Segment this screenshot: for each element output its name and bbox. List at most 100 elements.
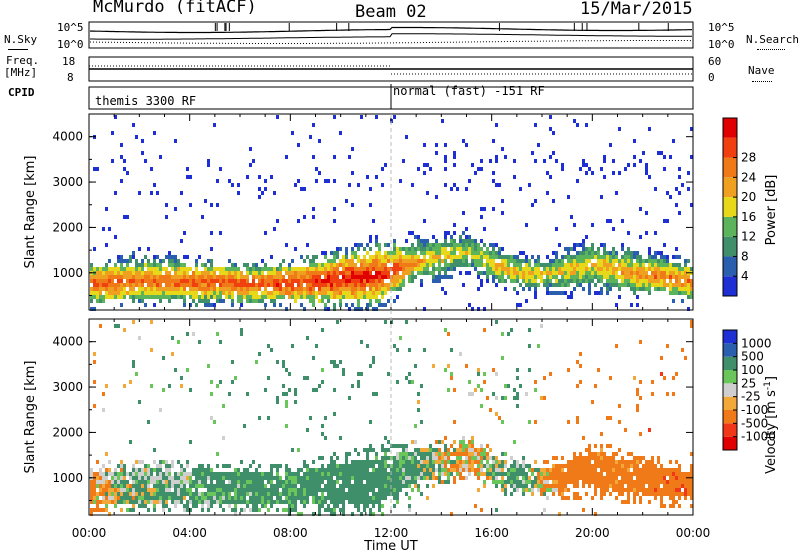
power-cell [426, 239, 429, 243]
colorbar-tick-label: -100 [741, 403, 768, 417]
velocity-cell [393, 488, 396, 492]
velocity-cell [171, 460, 174, 464]
power-cell [252, 279, 255, 283]
power-cell [216, 291, 219, 295]
velocity-cell [447, 472, 450, 476]
power-cell [624, 271, 627, 275]
velocity-cell [240, 332, 243, 336]
velocity-cell [333, 468, 336, 472]
power-cell [402, 279, 405, 283]
velocity-cell [414, 424, 417, 428]
velocity-cell [93, 508, 96, 512]
velocity-cell [498, 468, 501, 472]
velocity-cell [579, 476, 582, 480]
power-cell [120, 283, 123, 287]
power-cell [489, 251, 492, 255]
velocity-cell [270, 484, 273, 488]
velocity-cell [276, 400, 279, 404]
power-cell [546, 171, 549, 175]
power-cell [378, 275, 381, 279]
power-cell [567, 255, 570, 259]
velocity-cell [372, 484, 375, 488]
power-cell [456, 243, 459, 247]
velocity-cell [396, 456, 399, 460]
velocity-cell [303, 476, 306, 480]
power-cell [195, 295, 198, 299]
power-cell [396, 295, 399, 299]
velocity-cell [180, 468, 183, 472]
power-cell [384, 255, 387, 259]
power-cell [495, 263, 498, 267]
power-cell [303, 215, 306, 219]
velocity-cell [219, 484, 222, 488]
power-cell [210, 295, 213, 299]
velocity-cell [288, 508, 291, 512]
velocity-cell [162, 488, 165, 492]
velocity-cell [252, 496, 255, 500]
power-cell [660, 283, 663, 287]
power-cell [594, 291, 597, 295]
power-cell [615, 279, 618, 283]
velocity-cell [273, 464, 276, 468]
velocity-cell [177, 460, 180, 464]
power-cell [240, 283, 243, 287]
velocity-cell [135, 468, 138, 472]
power-cell [612, 247, 615, 251]
power-cell [363, 255, 366, 259]
power-cell [141, 263, 144, 267]
power-cell [117, 291, 120, 295]
power-cell [192, 271, 195, 275]
velocity-cell [576, 416, 579, 420]
power-cell [639, 207, 642, 211]
velocity-cell [684, 356, 687, 360]
power-cell [621, 263, 624, 267]
velocity-cell [102, 392, 105, 396]
colorbar-segment [723, 177, 737, 198]
colorbar-segment [723, 436, 737, 450]
velocity-cell [138, 484, 141, 488]
power-cell [447, 255, 450, 259]
velocity-cell [477, 468, 480, 472]
velocity-cell [141, 480, 144, 484]
power-cell [144, 271, 147, 275]
power-cell [363, 263, 366, 267]
power-cell [114, 267, 117, 271]
power-cell [540, 275, 543, 279]
velocity-cell [624, 480, 627, 484]
velocity-cell [339, 436, 342, 440]
velocity-cell [426, 460, 429, 464]
power-cell [342, 275, 345, 279]
power-cell [204, 287, 207, 291]
velocity-cell [138, 460, 141, 464]
power-cell [660, 255, 663, 259]
power-cell [393, 247, 396, 251]
power-cell [393, 279, 396, 283]
velocity-cell [387, 492, 390, 496]
velocity-cell [336, 496, 339, 500]
power-cell [135, 295, 138, 299]
velocity-cell [378, 484, 381, 488]
velocity-cell [669, 496, 672, 500]
power-cell [681, 283, 684, 287]
velocity-cell [681, 492, 684, 496]
power-cell [558, 271, 561, 275]
velocity-cell [156, 484, 159, 488]
velocity-cell [234, 504, 237, 508]
velocity-cell [525, 472, 528, 476]
velocity-cell [504, 384, 507, 388]
power-cell [519, 303, 522, 307]
velocity-cell [546, 468, 549, 472]
velocity-cell [333, 500, 336, 504]
velocity-cell [606, 480, 609, 484]
power-cell [393, 287, 396, 291]
velocity-cell [213, 484, 216, 488]
power-cell [492, 263, 495, 267]
velocity-cell [432, 456, 435, 460]
power-cell [162, 259, 165, 263]
velocity-cell [219, 380, 222, 384]
power-cell [327, 267, 330, 271]
velocity-cell [255, 492, 258, 496]
velocity-cell [495, 472, 498, 476]
power-cell [180, 279, 183, 283]
power-cell [318, 263, 321, 267]
